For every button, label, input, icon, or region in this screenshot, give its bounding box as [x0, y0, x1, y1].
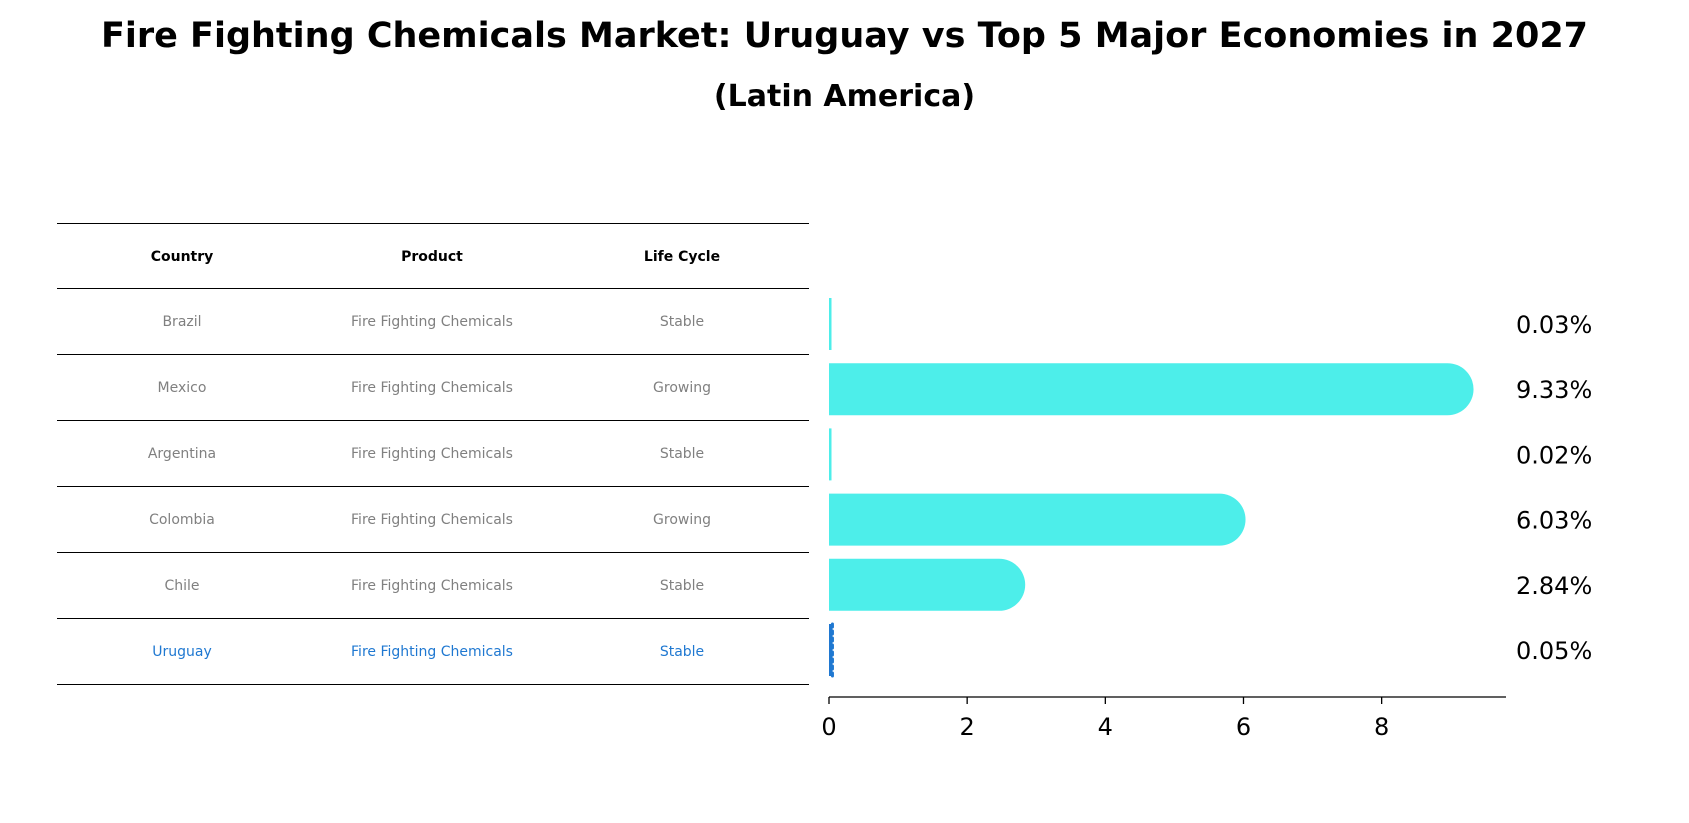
cell-product: Fire Fighting Chemicals — [351, 578, 513, 594]
cell-country: Chile — [164, 578, 200, 594]
x-tick-label: 2 — [960, 713, 975, 741]
bar-chile — [829, 558, 1026, 611]
bar-uruguay — [829, 624, 833, 676]
table-row: Colombia Fire Fighting Chemicals Growing — [57, 487, 809, 553]
cell-life-cycle: Stable — [659, 578, 705, 594]
table-row: Argentina Fire Fighting Chemicals Stable — [57, 421, 809, 487]
bar-mexico — [829, 363, 1474, 416]
cell-product: Fire Fighting Chemicals — [351, 644, 513, 660]
header-country: Country — [150, 249, 214, 265]
cell-product: Fire Fighting Chemicals — [351, 380, 513, 396]
data-label-brazil: 0.03% — [1516, 311, 1592, 339]
cell-life-cycle: Stable — [659, 644, 705, 660]
table-row: Brazil Fire Fighting Chemicals Stable — [57, 289, 809, 355]
chart-subtitle: (Latin America) — [713, 79, 976, 114]
data-label-chile: 2.84% — [1516, 572, 1592, 600]
cell-country: Argentina — [147, 446, 217, 462]
table-header-row: Country Product Life Cycle — [57, 223, 809, 289]
cell-country: Colombia — [149, 512, 215, 528]
x-tick-label: 6 — [1236, 713, 1251, 741]
x-tick-label: 4 — [1098, 713, 1113, 741]
data-label-argentina: 0.02% — [1516, 441, 1592, 469]
header-product: Product — [401, 249, 463, 265]
table-row: Mexico Fire Fighting Chemicals Growing — [57, 355, 809, 421]
header-life-cycle: Life Cycle — [643, 249, 721, 265]
cell-life-cycle: Growing — [653, 380, 711, 396]
cell-product: Fire Fighting Chemicals — [351, 314, 513, 330]
cell-product: Fire Fighting Chemicals — [351, 446, 513, 462]
cell-life-cycle: Growing — [653, 512, 711, 528]
bar-brazil — [829, 298, 832, 350]
cell-country: Uruguay — [152, 644, 212, 660]
bar-argentina — [829, 428, 832, 481]
table-row-highlighted: Uruguay Fire Fighting Chemicals Stable — [57, 619, 809, 685]
bar-colombia — [829, 493, 1246, 546]
chart-title: Fire Fighting Chemicals Market: Uruguay … — [100, 16, 1589, 56]
cell-life-cycle: Stable — [659, 446, 705, 462]
data-label-uruguay: 0.05% — [1516, 637, 1592, 665]
data-table: Country Product Life Cycle Brazil Fire F… — [57, 223, 809, 685]
cell-product: Fire Fighting Chemicals — [351, 512, 513, 528]
data-label-colombia: 6.03% — [1516, 507, 1592, 535]
data-label-mexico: 9.33% — [1516, 376, 1592, 404]
x-tick-label: 8 — [1374, 713, 1389, 741]
x-tick-label: 0 — [821, 713, 836, 741]
cell-country: Brazil — [162, 314, 202, 330]
table-row: Chile Fire Fighting Chemicals Stable — [57, 553, 809, 619]
cell-country: Mexico — [157, 380, 207, 396]
cell-life-cycle: Stable — [659, 314, 705, 330]
